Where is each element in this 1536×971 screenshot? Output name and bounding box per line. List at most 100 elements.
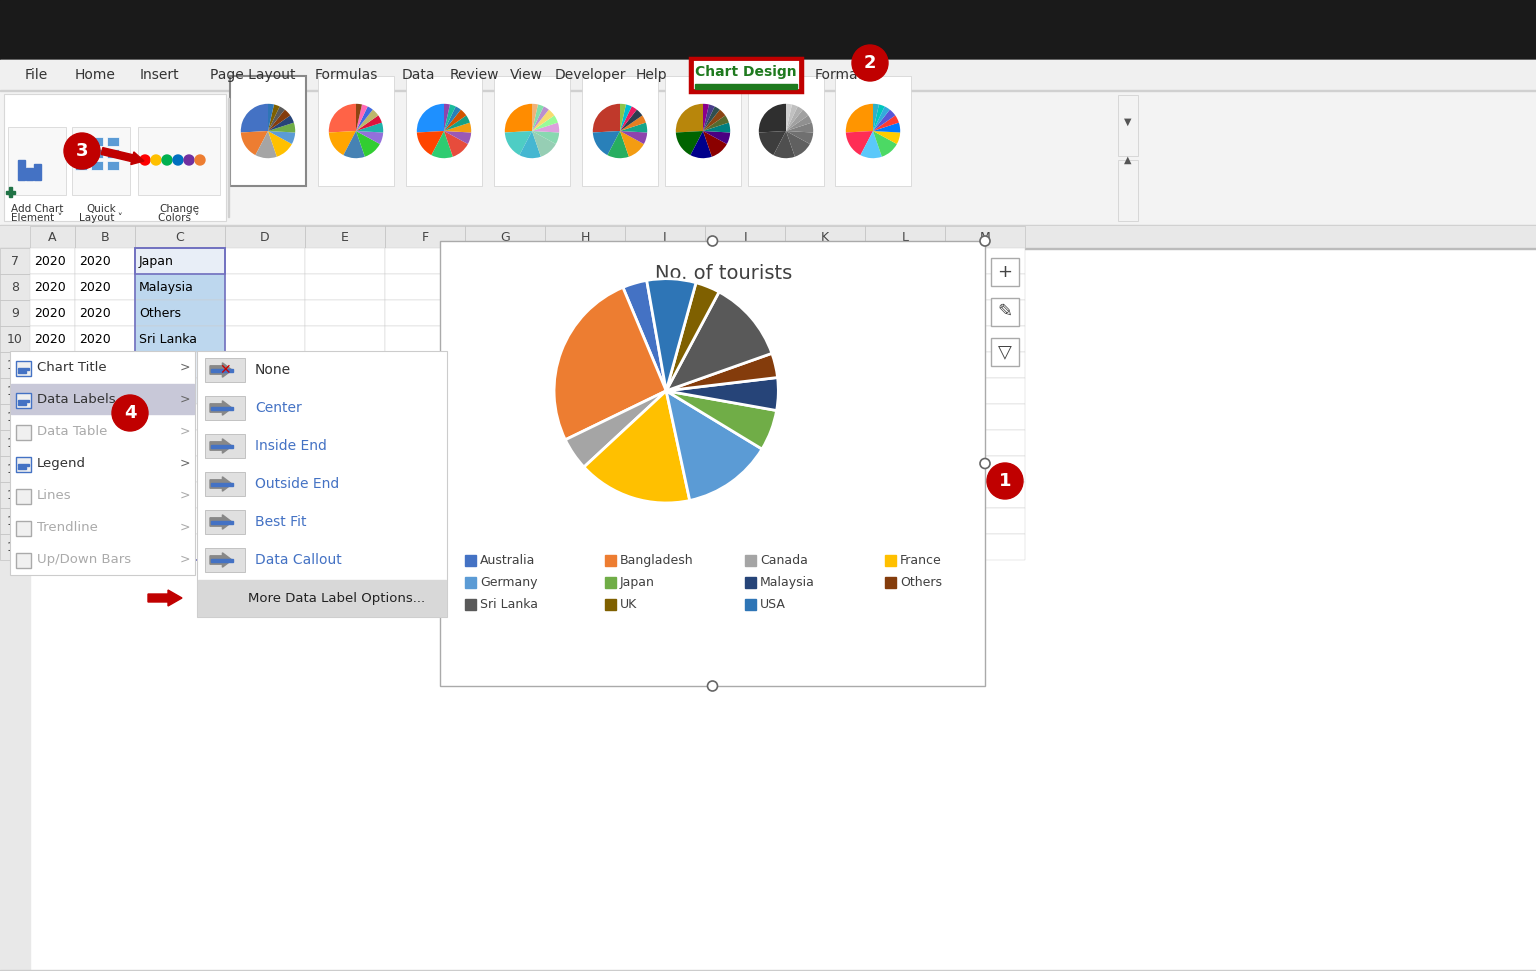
Bar <box>135 378 224 404</box>
Wedge shape <box>786 116 813 131</box>
Wedge shape <box>444 116 470 131</box>
Bar <box>210 445 233 448</box>
Wedge shape <box>872 131 900 144</box>
Bar <box>75 300 135 326</box>
Bar <box>465 555 476 566</box>
Wedge shape <box>267 104 273 131</box>
Bar <box>545 404 625 430</box>
Bar <box>0 90 1536 225</box>
Wedge shape <box>872 116 899 131</box>
Text: Data Callout: Data Callout <box>255 553 341 567</box>
Bar <box>31 378 75 404</box>
Bar <box>785 248 865 274</box>
Bar <box>75 378 135 404</box>
Text: 2020: 2020 <box>34 281 66 293</box>
Bar <box>15 457 31 472</box>
Text: >: > <box>180 520 190 533</box>
Wedge shape <box>872 110 895 131</box>
Bar <box>31 508 75 534</box>
Bar <box>75 482 135 508</box>
Text: G: G <box>501 230 510 244</box>
Bar <box>15 425 31 440</box>
Wedge shape <box>416 104 444 132</box>
Text: Legend: Legend <box>37 456 86 470</box>
Text: 4: 4 <box>124 404 137 422</box>
Text: F: F <box>421 230 429 244</box>
Wedge shape <box>676 131 703 155</box>
FancyArrow shape <box>210 515 232 529</box>
Bar <box>0 970 1536 971</box>
Bar <box>785 326 865 352</box>
Bar <box>210 483 233 486</box>
Wedge shape <box>786 131 813 144</box>
Text: Bangladesh: Bangladesh <box>621 553 694 566</box>
Bar <box>306 534 386 560</box>
Text: Page Layout: Page Layout <box>210 68 295 82</box>
Wedge shape <box>690 131 711 158</box>
Bar <box>75 352 135 378</box>
Bar <box>224 352 306 378</box>
Bar <box>465 300 545 326</box>
Bar <box>705 274 785 300</box>
Bar <box>75 430 135 456</box>
Text: A: A <box>48 230 57 244</box>
Bar <box>465 599 476 610</box>
Bar <box>945 534 1025 560</box>
Bar <box>705 430 785 456</box>
Bar <box>306 378 386 404</box>
Bar <box>135 300 224 326</box>
Text: 7: 7 <box>11 254 18 267</box>
Bar <box>545 508 625 534</box>
Bar <box>108 137 118 146</box>
Bar <box>386 248 465 274</box>
Bar <box>0 456 31 482</box>
Text: Malaysia: Malaysia <box>760 576 816 588</box>
Circle shape <box>852 45 888 81</box>
Wedge shape <box>621 110 642 131</box>
Text: ▽: ▽ <box>998 343 1012 361</box>
Text: 10: 10 <box>8 332 23 346</box>
Wedge shape <box>444 107 461 131</box>
Bar <box>945 430 1025 456</box>
Bar <box>135 226 224 248</box>
Wedge shape <box>356 116 382 131</box>
Circle shape <box>161 155 172 165</box>
Text: 2020: 2020 <box>34 358 66 372</box>
Text: UK: UK <box>621 597 637 611</box>
Bar <box>945 456 1025 482</box>
Text: Format: Format <box>816 68 865 82</box>
Wedge shape <box>621 131 644 156</box>
Text: Best Fit: Best Fit <box>255 515 307 529</box>
FancyArrow shape <box>210 363 232 377</box>
Bar <box>0 0 1536 60</box>
Text: Japan: Japan <box>138 254 174 267</box>
Wedge shape <box>519 131 541 158</box>
Text: I: I <box>664 230 667 244</box>
Text: Element ˅: Element ˅ <box>11 213 63 223</box>
Text: 2: 2 <box>863 54 876 72</box>
Bar <box>386 404 465 430</box>
Bar <box>31 274 75 300</box>
Text: Add Chart: Add Chart <box>11 204 63 214</box>
Text: Chart Design: Chart Design <box>696 65 797 79</box>
Text: K: K <box>820 230 829 244</box>
Bar <box>465 352 545 378</box>
Bar <box>31 300 75 326</box>
Bar <box>0 534 31 560</box>
Bar <box>945 274 1025 300</box>
Text: 2020: 2020 <box>78 385 111 397</box>
Bar <box>11 384 194 414</box>
Wedge shape <box>356 107 373 131</box>
Wedge shape <box>356 122 382 132</box>
Bar <box>204 358 246 382</box>
Bar <box>465 482 545 508</box>
Wedge shape <box>329 104 356 132</box>
Bar <box>836 76 911 186</box>
Text: 17: 17 <box>8 515 23 527</box>
Wedge shape <box>607 131 628 158</box>
Bar <box>9 187 12 197</box>
Text: >: > <box>180 456 190 470</box>
Text: 8: 8 <box>11 281 18 293</box>
Text: H: H <box>581 230 590 244</box>
Bar <box>75 404 135 430</box>
